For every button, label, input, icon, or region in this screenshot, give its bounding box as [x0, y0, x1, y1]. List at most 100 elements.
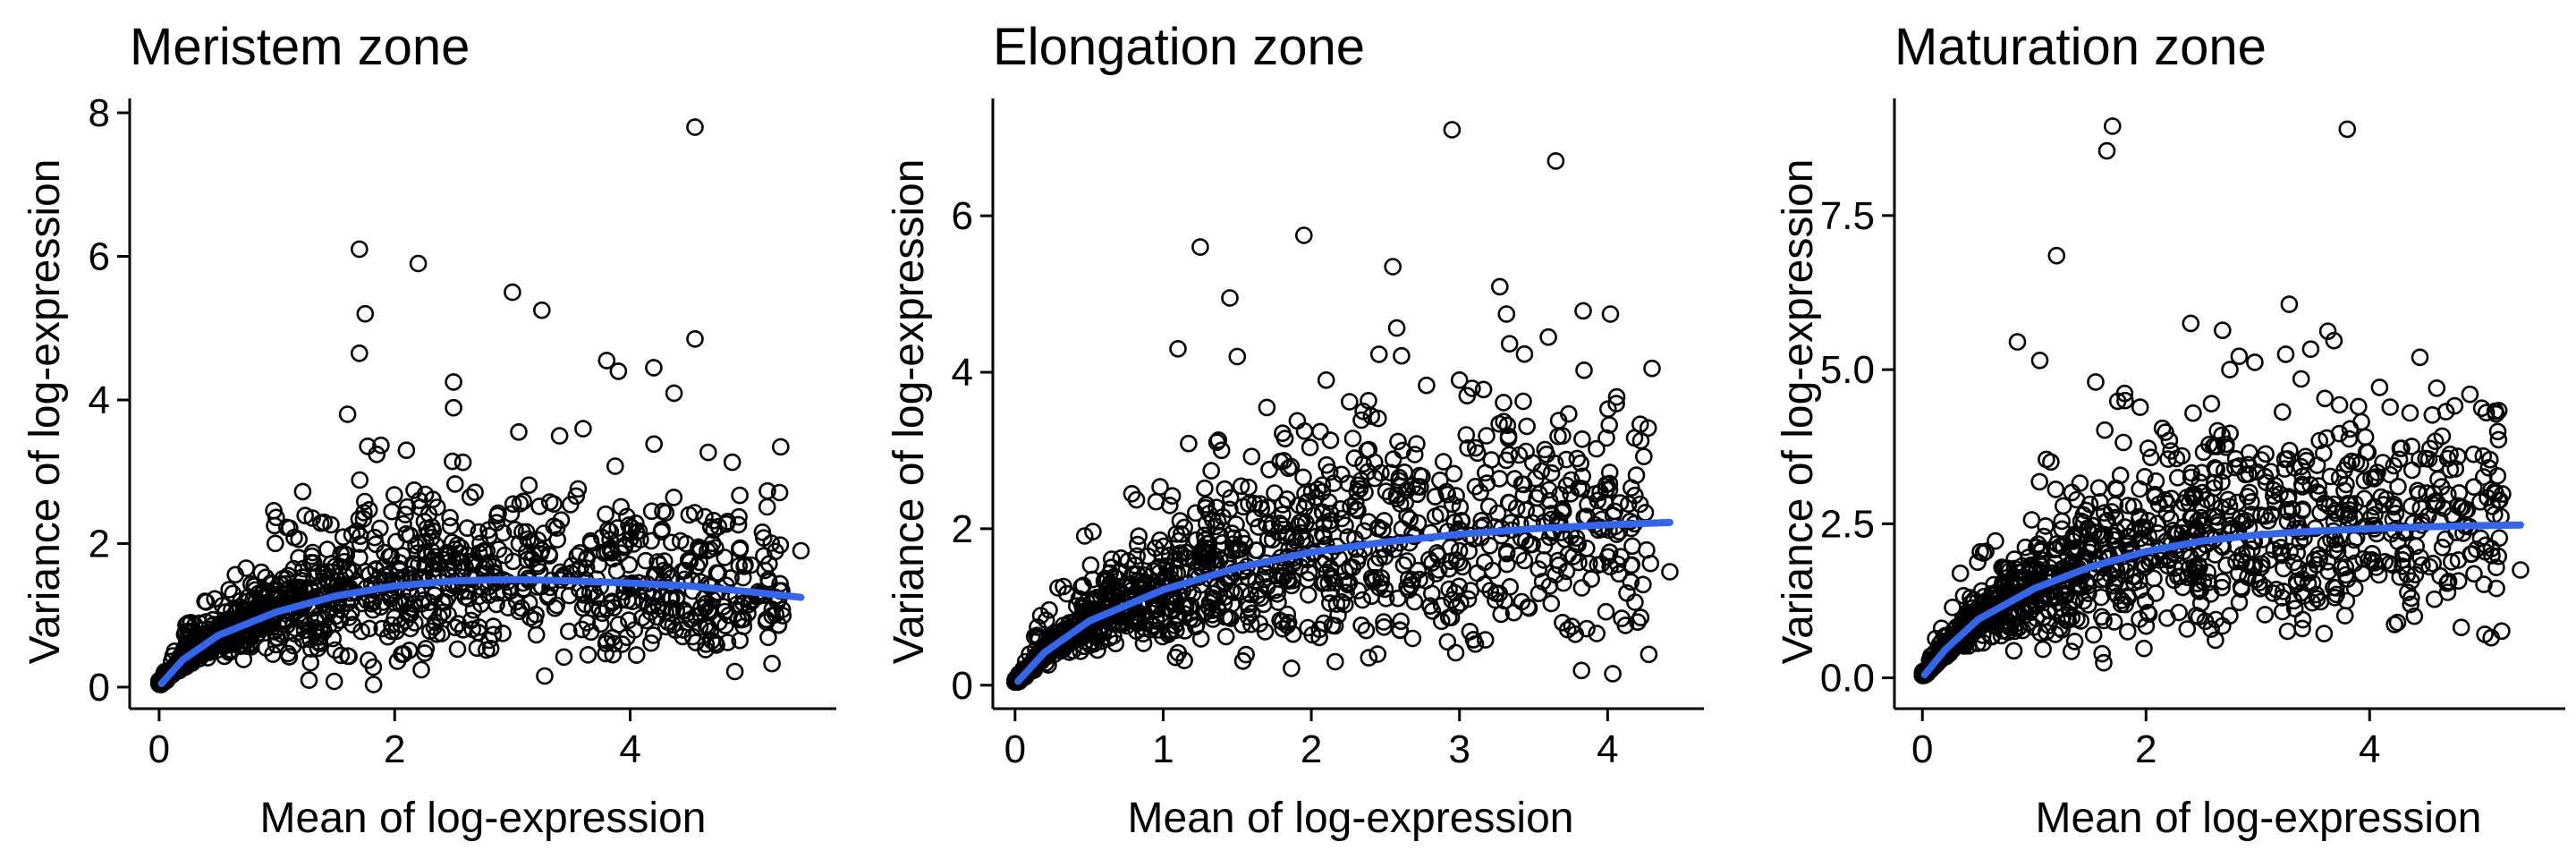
- data-point: [1387, 319, 1406, 337]
- data-point: [355, 504, 373, 522]
- data-point: [1129, 535, 1147, 554]
- data-point: [1157, 557, 1176, 575]
- data-point: [387, 532, 405, 551]
- data-point: [1626, 593, 1644, 611]
- data-point: [2284, 591, 2303, 610]
- data-point: [1260, 460, 1278, 479]
- data-point: [532, 301, 551, 319]
- data-point: [2363, 550, 2381, 569]
- data-point: [1572, 579, 1591, 597]
- data-point: [2140, 511, 2157, 530]
- data-point: [723, 453, 741, 472]
- data-point: [2063, 483, 2081, 502]
- data-point: [2438, 449, 2457, 468]
- data-point: [2265, 487, 2283, 506]
- data-point: [730, 557, 749, 575]
- data-point: [1031, 607, 1050, 625]
- data-point: [1962, 594, 1980, 612]
- data-point: [2388, 613, 2407, 632]
- data-point: [2318, 322, 2337, 341]
- data-point: [484, 625, 503, 644]
- data-point: [1431, 471, 1449, 489]
- data-point: [1060, 642, 1079, 661]
- data-point: [351, 471, 369, 489]
- data-point: [2475, 468, 2493, 486]
- y-tick-label: 0: [89, 666, 110, 710]
- data-point: [1352, 616, 1370, 634]
- data-point: [2274, 602, 2292, 621]
- data-point: [403, 555, 422, 573]
- data-point: [1123, 565, 1142, 583]
- data-point: [366, 528, 384, 547]
- data-point: [1607, 387, 1626, 406]
- data-point: [2328, 535, 2346, 553]
- data-point: [1622, 556, 1640, 574]
- data-point: [2449, 551, 2468, 569]
- data-point: [1103, 550, 1121, 568]
- data-point: [445, 475, 464, 493]
- data-point: [1447, 551, 1466, 569]
- data-point: [2230, 564, 2248, 583]
- data-point: [1340, 574, 1359, 592]
- data-point: [2391, 439, 2410, 458]
- data-point: [597, 505, 614, 523]
- y-tick-label: 2: [952, 507, 973, 551]
- data-point: [1278, 617, 1296, 634]
- data-point: [2320, 498, 2338, 515]
- data-point: [2275, 460, 2294, 478]
- data-point: [2293, 619, 2311, 638]
- data-point: [1601, 305, 1620, 323]
- data-point: [270, 618, 288, 636]
- data-point: [1597, 429, 1615, 447]
- data-point: [2119, 497, 2137, 515]
- data-point: [303, 509, 322, 527]
- data-point: [448, 640, 467, 659]
- data-point: [368, 445, 386, 464]
- data-point: [1088, 628, 1106, 647]
- data-point: [1558, 620, 1577, 639]
- data-point: [2202, 395, 2221, 412]
- data-point: [2401, 404, 2419, 422]
- data-point: [2106, 574, 2124, 592]
- data-point: [1169, 643, 1187, 662]
- data-point: [729, 515, 748, 534]
- data-point: [1514, 475, 1533, 494]
- data-point: [2107, 522, 2126, 540]
- data-point: [2256, 606, 2275, 624]
- data-point: [2330, 395, 2349, 414]
- data-point: [1579, 496, 1597, 514]
- data-point: [1221, 289, 1239, 307]
- x-tick-label: 4: [619, 727, 640, 771]
- data-point: [2098, 511, 2116, 530]
- data-point: [2255, 578, 2274, 596]
- data-point: [697, 641, 715, 659]
- data-point: [1927, 629, 1945, 648]
- data-point: [2421, 439, 2439, 458]
- data-point: [2046, 554, 2064, 573]
- data-point: [2182, 314, 2200, 333]
- data-point: [2135, 639, 2153, 658]
- data-point: [593, 604, 612, 623]
- data-point: [1400, 581, 1418, 600]
- data-point: [1343, 430, 1362, 447]
- data-point: [1592, 555, 1611, 574]
- panel-title: Meristem zone: [130, 18, 470, 76]
- data-point: [1604, 665, 1622, 683]
- trend-line: [1920, 521, 2524, 679]
- data-point: [591, 615, 610, 634]
- data-point: [1597, 602, 1615, 621]
- data-point: [2157, 423, 2174, 441]
- data-point: [2233, 552, 2250, 571]
- data-point: [550, 427, 569, 445]
- data-point: [2452, 618, 2470, 637]
- data-point: [2080, 495, 2099, 514]
- data-point: [1275, 430, 1294, 448]
- data-point: [280, 648, 299, 666]
- data-point: [511, 495, 530, 513]
- data-point: [2064, 529, 2083, 547]
- data-point: [1401, 510, 1419, 528]
- data-point: [1341, 393, 1359, 411]
- data-point: [411, 491, 428, 510]
- data-point: [2137, 617, 2156, 635]
- data-point: [2475, 575, 2493, 593]
